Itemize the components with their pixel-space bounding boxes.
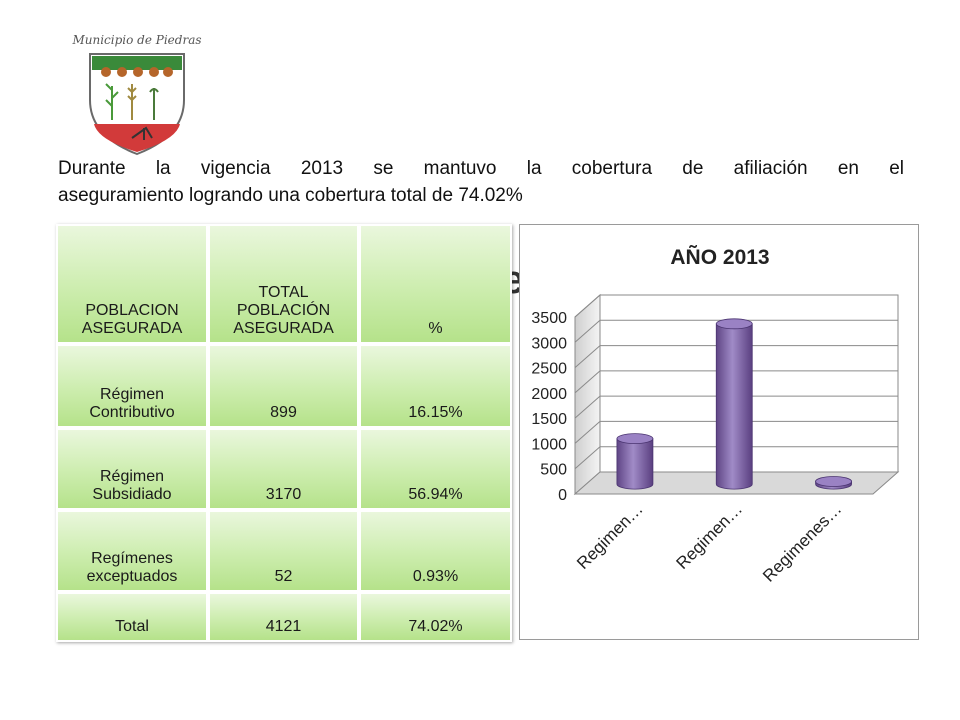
bar-top <box>616 433 654 445</box>
logo-text: Municipio de Piedras <box>72 33 202 47</box>
y-tick-label: 0 <box>558 487 567 504</box>
chart-container: AÑO 2013 0 500 1000 1500 2000 2500 3000 3500 Reg… <box>519 224 919 640</box>
y-tick-label: 1500 <box>531 411 567 428</box>
shield-stripe-red <box>94 124 180 152</box>
row-percent: 16.15% <box>359 344 512 428</box>
oil-pump-icon <box>131 126 153 140</box>
x-tick-label: Regimen… <box>573 499 647 573</box>
coverage-table: POBLACION ASEGURADA TOTAL POBLACIÓN ASEG… <box>56 224 512 642</box>
x-tick-label: Regimen… <box>673 499 747 573</box>
row-label: Total <box>56 592 208 642</box>
stone-icon <box>101 67 111 77</box>
gridline-depth <box>574 294 601 318</box>
bar-top <box>815 476 852 487</box>
row-total: 4121 <box>208 592 359 642</box>
intro-line-1: Durante la vigencia 2013 se mantuvo la c… <box>58 158 904 179</box>
y-tick-label: 1000 <box>531 436 567 453</box>
header-total: TOTAL POBLACIÓN ASEGURADA <box>208 224 359 344</box>
y-tick-label: 2500 <box>531 361 567 378</box>
bar <box>715 323 753 490</box>
table-row: Régimen Subsidiado 3170 56.94% <box>56 428 512 510</box>
chart-title: AÑO 2013 <box>670 246 769 269</box>
row-total: 899 <box>208 344 359 428</box>
stone-icon <box>163 67 173 77</box>
bar <box>616 438 654 490</box>
table-row: Regímenes exceptuados 52 0.93% <box>56 510 512 592</box>
gridline-depth <box>574 319 601 343</box>
intro-line-2: aseguramiento logrando una cobertura tot… <box>58 185 523 206</box>
row-total: 3170 <box>208 428 359 510</box>
gridline-depth <box>574 395 601 419</box>
y-tick-label: 2000 <box>531 386 567 403</box>
gridline-depth <box>574 345 601 368</box>
row-label: Regímenes exceptuados <box>56 510 208 592</box>
municipio-logo: Municipio de Piedras <box>72 33 202 156</box>
intro-paragraph: Durante la vigencia 2013 se mantuvo la c… <box>58 155 904 209</box>
y-tick-label: 3000 <box>531 335 567 352</box>
row-label: Régimen Subsidiado <box>56 428 208 510</box>
bar-chart: AÑO 2013 0 500 1000 1500 2000 2500 3000 3500 Reg… <box>531 246 900 586</box>
stone-icon <box>117 67 127 77</box>
row-percent: 74.02% <box>359 592 512 642</box>
stone-icon <box>149 67 159 77</box>
shield-stripe-green <box>92 56 182 70</box>
table-total-row: Total 4121 74.02% <box>56 592 512 642</box>
table-header-row: POBLACION ASEGURADA TOTAL POBLACIÓN ASEG… <box>56 224 512 344</box>
y-tick-label: 500 <box>540 462 567 479</box>
row-percent: 56.94% <box>359 428 512 510</box>
bar-top <box>715 318 753 330</box>
gridline-depth <box>574 421 601 444</box>
wheat-icon <box>127 84 137 120</box>
row-label: Régimen Contributivo <box>56 344 208 428</box>
x-tick-label: Regimenes… <box>759 499 845 585</box>
row-total: 52 <box>208 510 359 592</box>
plant-icon <box>149 88 159 120</box>
stone-icon <box>133 67 143 77</box>
header-poblacion: POBLACION ASEGURADA <box>56 224 208 344</box>
crop-icon <box>105 83 119 120</box>
chart-side-wall <box>574 293 601 496</box>
table-row: Régimen Contributivo 899 16.15% <box>56 344 512 428</box>
gridline-depth <box>574 370 601 394</box>
gridline-depth <box>574 446 601 470</box>
y-tick-label: 3500 <box>531 310 567 327</box>
header-percent: % <box>359 224 512 344</box>
row-percent: 0.93% <box>359 510 512 592</box>
